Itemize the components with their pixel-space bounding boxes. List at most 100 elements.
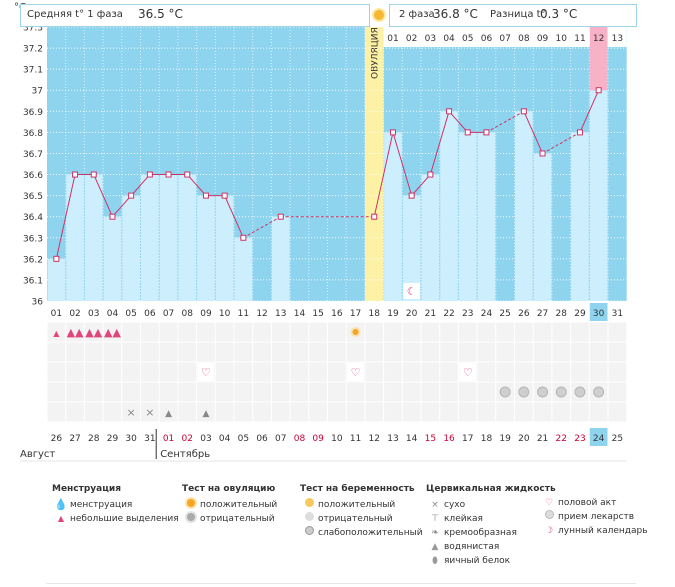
- date-label: 27: [69, 434, 80, 444]
- temperature-bar: [66, 174, 84, 301]
- y-tick-label: 37: [32, 87, 43, 97]
- temperature-point: [483, 129, 490, 136]
- watery-icon: ▲: [165, 409, 172, 419]
- temperature-line-segment: [243, 216, 281, 239]
- cycle-day-label: 03: [88, 309, 99, 319]
- marker-cell: [271, 322, 290, 342]
- marker-cell: [159, 322, 178, 342]
- temperature-point: [464, 129, 471, 136]
- marker-cell: [197, 342, 215, 362]
- date-label: 17: [462, 434, 473, 444]
- y-tick-label: 36.5: [23, 192, 43, 202]
- date-label: 11: [350, 434, 361, 444]
- marker-cell: [402, 362, 421, 382]
- heart-icon: ♡: [351, 366, 361, 379]
- temperature-bar: [215, 195, 234, 301]
- y-tick-label: 36.3: [23, 234, 43, 244]
- temperature-line-segment: [112, 195, 132, 218]
- marker-cell: [533, 362, 552, 382]
- temperature-point: [595, 87, 602, 94]
- legend-item: кремообразная: [444, 528, 517, 538]
- temperature-point: [184, 171, 191, 178]
- marker-cell: [84, 402, 103, 422]
- marker-cell: [215, 322, 234, 342]
- temperature-line-segment: [486, 110, 525, 133]
- phase2-day-label: 08: [518, 34, 530, 44]
- dry-icon: ×: [431, 500, 439, 510]
- phase1-value: 36.5 °C: [138, 7, 183, 21]
- marker-cell: [103, 402, 122, 422]
- temperature-point: [520, 108, 527, 115]
- marker-cell: [552, 402, 571, 422]
- menstruation-icon: ▲▲: [85, 326, 102, 339]
- legend-item: менструация: [70, 500, 133, 510]
- marker-cell: [552, 342, 571, 362]
- cycle-day-label: 18: [369, 309, 381, 319]
- marker-cell: [253, 362, 271, 382]
- temperature-point: [389, 129, 396, 136]
- temperature-bar: [122, 195, 140, 301]
- marker-cell: [365, 402, 384, 422]
- marker-cell: [178, 342, 197, 362]
- date-label: 31: [144, 434, 155, 444]
- cycle-day-label: 27: [537, 309, 548, 319]
- temperature-line-segment: [373, 132, 394, 217]
- cycle-day-label: 30: [593, 309, 605, 319]
- moon-icon: ☽: [544, 526, 554, 536]
- marker-cell: [271, 402, 290, 422]
- marker-cell: [122, 322, 140, 342]
- date-label: 18: [481, 434, 493, 444]
- diff-value: 0.3 °C: [540, 7, 578, 21]
- phase2-day-label: 07: [499, 34, 510, 44]
- legend-item: отрицательный: [200, 514, 275, 524]
- temperature-point: [539, 150, 546, 157]
- marker-cell: [328, 342, 346, 362]
- phase2-day-row: [383, 27, 627, 47]
- date-label: 13: [387, 434, 398, 444]
- y-tick-label: 36.8: [23, 129, 43, 139]
- marker-cell: [346, 402, 365, 422]
- marker-cell: [309, 342, 327, 362]
- temperature-bar: [421, 174, 440, 301]
- phase2-day-label: 13: [612, 34, 623, 44]
- marker-cell: [515, 342, 533, 362]
- cycle-day-label: 08: [182, 309, 194, 319]
- temperature-bar: [458, 132, 477, 301]
- marker-cell: [458, 382, 477, 402]
- marker-cell: [66, 382, 84, 402]
- pregnancy-test-icon: [499, 386, 511, 398]
- temperature-line-segment: [55, 174, 76, 259]
- marker-cell: [66, 362, 84, 382]
- temperature-bar: [197, 195, 215, 301]
- date-label: 08: [294, 434, 306, 444]
- temperature-bar: [440, 111, 458, 301]
- marker-cell: [421, 382, 440, 402]
- marker-cell: [328, 402, 346, 422]
- cycle-day-label: 10: [219, 309, 231, 319]
- y-tick-label: 36.1: [23, 276, 43, 286]
- marker-cell: [253, 402, 271, 422]
- marker-cell: [122, 362, 140, 382]
- legend-divider: [46, 583, 636, 584]
- phase1-label: Средняя t° 1 фаза: [27, 9, 123, 20]
- dry-icon: ×: [145, 406, 154, 419]
- watery-icon: ▲: [431, 542, 439, 552]
- cycle-day-label: 21: [425, 309, 436, 319]
- marker-cell: [47, 382, 66, 402]
- ovulation-negative-icon: [182, 512, 200, 526]
- marker-cell: [571, 362, 589, 382]
- marker-cell: [384, 402, 402, 422]
- marker-cell: [496, 342, 514, 362]
- marker-cell: [290, 342, 309, 362]
- temperature-bar: [159, 174, 178, 301]
- phase2-day-label: 02: [406, 34, 417, 44]
- ovulation-column: [364, 27, 384, 301]
- phase2-day-label: 03: [425, 34, 436, 44]
- temperature-bar: [234, 237, 253, 301]
- legend-title: Цервикальная жидкость: [426, 484, 556, 494]
- marker-cell: [421, 342, 440, 362]
- date-label: 07: [275, 434, 286, 444]
- marker-cell: [571, 322, 589, 342]
- marker-cell: [496, 322, 514, 342]
- cycle-day-label: 31: [612, 309, 623, 319]
